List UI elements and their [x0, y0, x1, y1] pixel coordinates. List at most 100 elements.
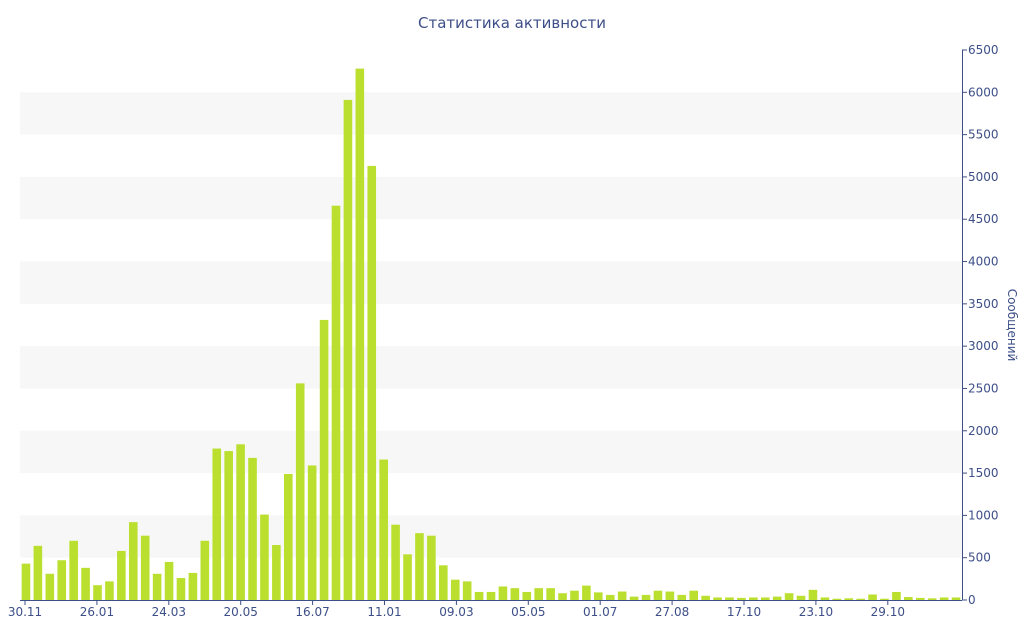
- bar[interactable]: [248, 457, 257, 600]
- x-tick-label: 09.03: [439, 605, 473, 619]
- bar[interactable]: [140, 535, 150, 600]
- bar[interactable]: [641, 594, 651, 600]
- bar[interactable]: [510, 588, 520, 600]
- bar[interactable]: [832, 598, 842, 600]
- bar[interactable]: [784, 593, 794, 600]
- bar[interactable]: [915, 597, 925, 600]
- bar[interactable]: [462, 581, 472, 600]
- bar[interactable]: [57, 560, 67, 600]
- bar[interactable]: [808, 589, 818, 600]
- bar[interactable]: [93, 585, 102, 600]
- bar[interactable]: [582, 585, 591, 600]
- bar[interactable]: [796, 595, 806, 600]
- bar[interactable]: [450, 579, 460, 600]
- bar[interactable]: [343, 99, 353, 601]
- bar[interactable]: [701, 595, 710, 600]
- bar[interactable]: [128, 522, 138, 600]
- bar[interactable]: [772, 596, 782, 600]
- bar[interactable]: [331, 205, 341, 600]
- bar[interactable]: [725, 597, 734, 600]
- bar[interactable]: [391, 524, 400, 600]
- bar[interactable]: [415, 533, 424, 600]
- bar[interactable]: [319, 319, 329, 600]
- bar[interactable]: [200, 540, 210, 600]
- x-tick-label: 29.10: [871, 605, 905, 619]
- bar[interactable]: [856, 598, 865, 600]
- bar[interactable]: [176, 578, 186, 600]
- bar[interactable]: [284, 473, 293, 600]
- grid-band: [20, 92, 962, 135]
- bar[interactable]: [403, 554, 412, 600]
- bar[interactable]: [617, 591, 627, 600]
- y-tick-label: 1500: [968, 466, 999, 480]
- grid-band: [20, 430, 962, 474]
- bar[interactable]: [522, 591, 532, 600]
- bar[interactable]: [594, 592, 603, 600]
- bar[interactable]: [534, 588, 543, 600]
- bar[interactable]: [152, 573, 162, 600]
- x-tick-label: 11.01: [367, 605, 401, 619]
- bar[interactable]: [868, 594, 877, 601]
- bar[interactable]: [224, 451, 233, 600]
- x-tick-label: 05.05: [511, 605, 545, 619]
- x-tick-label: 20.05: [224, 605, 258, 619]
- bar[interactable]: [927, 598, 937, 600]
- bar[interactable]: [760, 597, 770, 600]
- bar[interactable]: [689, 590, 699, 600]
- bar[interactable]: [212, 448, 222, 600]
- bar[interactable]: [355, 68, 365, 601]
- bar[interactable]: [439, 565, 448, 600]
- bar[interactable]: [367, 165, 377, 601]
- bar[interactable]: [629, 596, 639, 600]
- bar[interactable]: [546, 588, 555, 600]
- bar[interactable]: [820, 597, 830, 600]
- bar[interactable]: [236, 444, 245, 600]
- bar[interactable]: [558, 593, 567, 600]
- y-tick-label: 3000: [968, 339, 999, 353]
- bar[interactable]: [880, 598, 889, 600]
- chart-title: Статистика активности: [418, 14, 606, 32]
- x-tick-label: 23.10: [799, 605, 833, 619]
- bar[interactable]: [653, 590, 663, 600]
- grid-band: [20, 261, 962, 304]
- bar[interactable]: [951, 597, 961, 600]
- y-tick-label: 5000: [968, 170, 999, 184]
- bar[interactable]: [260, 514, 269, 600]
- bar[interactable]: [713, 597, 722, 600]
- bar[interactable]: [69, 540, 78, 600]
- x-tick-label: 26.01: [80, 605, 114, 619]
- grid-band: [20, 346, 962, 389]
- bar[interactable]: [939, 597, 949, 600]
- bar[interactable]: [295, 383, 305, 600]
- bar[interactable]: [105, 581, 114, 600]
- bar[interactable]: [737, 597, 746, 600]
- bar[interactable]: [117, 550, 126, 600]
- bar[interactable]: [272, 545, 281, 600]
- bar[interactable]: [892, 591, 901, 600]
- y-tick-label: 3500: [968, 297, 999, 311]
- bar[interactable]: [33, 545, 43, 600]
- bar[interactable]: [427, 535, 436, 600]
- y-tick-label: 6500: [968, 43, 999, 57]
- bars-group: [21, 68, 961, 601]
- bar[interactable]: [307, 465, 317, 600]
- bar[interactable]: [605, 594, 615, 600]
- bar[interactable]: [665, 591, 675, 600]
- bar[interactable]: [844, 598, 854, 600]
- bar[interactable]: [904, 597, 913, 600]
- bar[interactable]: [164, 561, 174, 600]
- bar[interactable]: [749, 597, 758, 600]
- bar[interactable]: [570, 590, 579, 600]
- bar[interactable]: [677, 594, 687, 600]
- bar[interactable]: [498, 586, 508, 600]
- bar[interactable]: [474, 591, 484, 600]
- bar[interactable]: [188, 572, 198, 600]
- x-tick-label: 27.08: [655, 605, 689, 619]
- bar[interactable]: [379, 459, 388, 600]
- bar[interactable]: [45, 573, 55, 600]
- bar[interactable]: [486, 591, 496, 600]
- axes-group: [20, 49, 967, 605]
- bar[interactable]: [81, 567, 90, 600]
- bar[interactable]: [21, 563, 31, 600]
